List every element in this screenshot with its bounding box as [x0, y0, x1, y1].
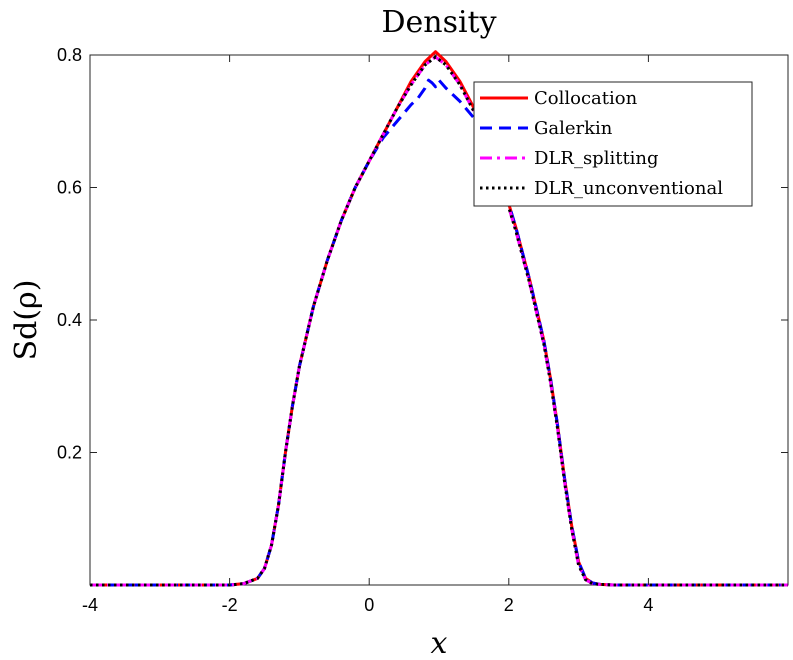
y-tick-label: 0.4 [57, 310, 82, 330]
legend-entry-label: Galerkin [534, 118, 613, 139]
legend: Collocation Galerkin DLR_splitting DLR_unco… [473, 81, 753, 207]
legend-items: Collocation Galerkin DLR_splitting DLR_unco… [480, 88, 723, 199]
legend-box [473, 81, 753, 207]
series-layer [90, 50, 788, 587]
y-tick-label: 0.6 [57, 178, 82, 198]
y-tick-label: 0.2 [57, 443, 82, 463]
y-axis-label: Sd(ρ) [9, 280, 44, 361]
x-tick-label: 4 [643, 595, 653, 615]
x-tick-label: -2 [222, 595, 238, 615]
y-axis-ticks: 0.2 0.4 0.6 0.8 [57, 45, 788, 463]
x-axis-ticks: -4 -2 0 2 4 [82, 55, 653, 615]
x-axis-label: x [431, 626, 448, 660]
chart-title: Density [381, 5, 496, 40]
y-tick-label: 0.8 [57, 45, 82, 65]
legend-entry-label: Collocation [534, 88, 638, 109]
series-line-dlr-unconventional [90, 55, 788, 587]
x-tick-label: 2 [504, 595, 514, 615]
x-tick-label: -4 [82, 595, 98, 615]
x-tick-label: 0 [364, 595, 374, 615]
legend-entry-label: DLR_unconventional [534, 178, 723, 199]
legend-entry-label: DLR_splitting [534, 148, 659, 169]
